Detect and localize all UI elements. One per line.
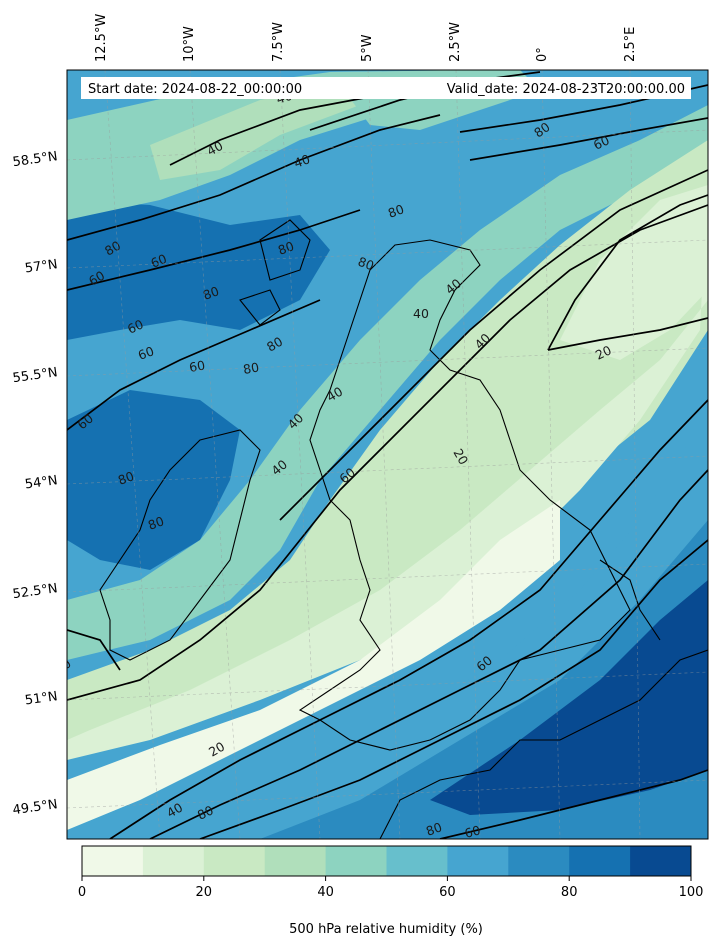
- humidity-map: 40 40 40 80 60 60 80 80 60 60 60 80 80 8…: [58, 70, 708, 841]
- contour-label: 40: [292, 151, 312, 171]
- contour-lines: [67, 71, 708, 839]
- lat-label: 52.5°N: [12, 581, 59, 602]
- contour-label: 60: [188, 357, 206, 375]
- contour-label: 40: [324, 384, 345, 405]
- contour-line: [547, 194, 708, 351]
- contour-line: [547, 317, 708, 351]
- lon-label: 2.5°W: [448, 22, 463, 62]
- contour-label: 60: [591, 132, 612, 152]
- contour-label: 40: [413, 306, 429, 321]
- humidity-band-east-dry: [560, 185, 708, 360]
- lat-label: 57°N: [24, 257, 59, 276]
- contour-label: 40: [204, 138, 225, 159]
- map-frame: [66, 69, 709, 840]
- colorbar-cell: [386, 846, 448, 876]
- contour-labels: 40 40 40 80 60 60 80 80 60 60 60 80 80 8…: [58, 88, 614, 841]
- lon-label: 0°: [535, 47, 550, 62]
- contour-label: 20: [450, 446, 471, 467]
- contour-label: 80: [116, 468, 136, 488]
- contour-label: 80: [242, 359, 260, 377]
- contour-label: 80: [424, 819, 444, 839]
- lon-label: 10°W: [182, 26, 197, 62]
- colorbar-tick-label: 80: [561, 885, 578, 900]
- contour-label: 40: [164, 800, 185, 821]
- colorbar-cell: [142, 846, 205, 876]
- colorbar-tick-label: 0: [78, 885, 86, 900]
- contour-line: [469, 117, 708, 161]
- contour-label: 20: [206, 739, 227, 760]
- colorbar-tick-label: 20: [196, 885, 213, 900]
- colorbar-label: 500 hPa relative humidity (%): [289, 922, 483, 937]
- lon-label: 2.5°E: [623, 27, 638, 62]
- contour-line: [67, 629, 121, 671]
- lat-label: 51°N: [24, 689, 59, 708]
- contour-label: 60: [125, 316, 146, 336]
- lat-label: 58.5°N: [12, 149, 59, 170]
- contour-label: 80: [195, 802, 216, 822]
- colorbar: 0 20 40 60 80 100 500 hPa relative humid…: [78, 845, 704, 937]
- contour-label: 60: [86, 268, 107, 289]
- contour-line: [279, 169, 708, 521]
- lat-label: 54°N: [24, 473, 59, 492]
- header-box: [81, 77, 691, 99]
- contour-label: 80: [356, 254, 376, 274]
- humidity-band-west-dark: [67, 200, 330, 340]
- contour-label: 0: [58, 656, 74, 673]
- colorbar-cell: [447, 846, 509, 876]
- lat-label: 55.5°N: [12, 365, 59, 386]
- valid-date-label: Valid_date: 2024-08-23T20:00:00.00: [447, 82, 685, 97]
- graticule: [67, 70, 708, 839]
- colorbar-cell: [508, 846, 570, 876]
- contour-label: 80: [201, 283, 221, 303]
- humidity-band-southeast-darkest: [430, 580, 708, 815]
- contour-label: 60: [149, 251, 169, 271]
- contour-label: 60: [463, 822, 482, 841]
- colorbar-cell: [569, 846, 631, 876]
- longitude-labels: 12.5°W 10°W 7.5°W 5°W 2.5°W 0° 2.5°E: [94, 14, 638, 62]
- contour-label: 80: [146, 513, 166, 533]
- colorbar-tick-label: 100: [679, 885, 704, 900]
- contour-line: [149, 469, 708, 839]
- colorbar-cell: [82, 846, 144, 876]
- contour-line: [67, 299, 321, 431]
- colorbar-cell: [264, 846, 327, 876]
- humidity-band-central-light: [67, 140, 708, 740]
- contour-line: [109, 399, 708, 839]
- latitude-labels: 58.5°N 57°N 55.5°N 54°N 52.5°N 51°N 49.5…: [12, 149, 59, 818]
- colorbar-cells: [82, 846, 692, 876]
- contour-line: [67, 209, 361, 291]
- colorbar-ticks: [81, 876, 692, 881]
- lon-label: 7.5°W: [271, 22, 286, 62]
- colorbar-frame: [81, 845, 692, 877]
- coastlines: [99, 219, 708, 839]
- colorbar-tick-label: 40: [317, 885, 334, 900]
- humidity-band-upper-light: [150, 78, 420, 180]
- contour-line: [67, 204, 708, 701]
- colorbar-cell: [325, 846, 387, 876]
- lat-label: 49.5°N: [12, 797, 59, 818]
- humidity-band-central-driest: [67, 500, 560, 830]
- contour-label: 60: [136, 343, 156, 363]
- colorbar-cell: [203, 846, 266, 876]
- colorbar-cell: [630, 846, 692, 876]
- contour-label: 80: [386, 201, 406, 221]
- contour-line: [439, 769, 708, 839]
- colorbar-tick-label: 60: [439, 885, 456, 900]
- start-date-label: Start date: 2024-08-22_00:00:00: [88, 82, 302, 97]
- contour-line: [169, 94, 381, 166]
- contour-label: 80: [264, 334, 285, 355]
- contour-line: [67, 114, 441, 241]
- lon-label: 12.5°W: [94, 14, 109, 62]
- contour-label: 80: [531, 119, 553, 140]
- humidity-band-central-lighter: [67, 175, 708, 760]
- lon-label: 5°W: [360, 34, 375, 62]
- contour-label: 80: [102, 238, 123, 259]
- humidity-band-central-mid: [67, 105, 708, 660]
- contour-label: 80: [276, 238, 296, 258]
- contour-line: [199, 539, 708, 839]
